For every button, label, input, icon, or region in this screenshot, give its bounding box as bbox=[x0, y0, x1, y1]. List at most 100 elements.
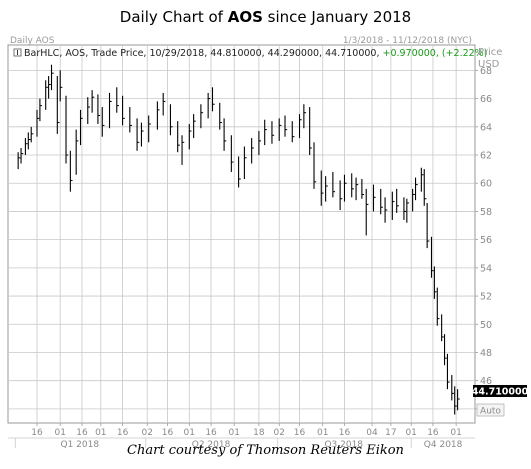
price-bar bbox=[251, 138, 254, 164]
price-bar bbox=[433, 266, 437, 299]
x-tick-label: 16 bbox=[294, 428, 306, 438]
x-axis: 16 01 16 01 16 02 16 01 16 01 18 02 16 01 16 04 17 01 16 01… bbox=[8, 423, 475, 450]
price-bar bbox=[223, 118, 227, 151]
x-tick-label: 16 bbox=[76, 428, 88, 438]
price-bar bbox=[384, 197, 388, 223]
auto-scale-label: Auto bbox=[480, 407, 501, 417]
price-bar bbox=[291, 121, 295, 143]
price-bar bbox=[391, 191, 395, 220]
price-bar bbox=[91, 90, 95, 113]
price-bar bbox=[188, 123, 192, 150]
price-bar bbox=[343, 174, 347, 202]
y-axis: 44464850525456586062646668 bbox=[475, 66, 492, 415]
price-bar bbox=[436, 287, 440, 326]
price-bar bbox=[75, 129, 79, 175]
price-bar bbox=[20, 147, 24, 164]
price-bar bbox=[162, 92, 166, 116]
y-tick-label: 58 bbox=[480, 207, 492, 218]
price-bar bbox=[454, 386, 457, 415]
price-bar bbox=[238, 156, 241, 188]
price-bar bbox=[423, 169, 427, 206]
price-bar bbox=[443, 334, 447, 366]
price-bar bbox=[211, 87, 215, 112]
price-bar bbox=[412, 188, 415, 212]
quarter-label: Q2 2018 bbox=[192, 440, 231, 450]
y-tick-label: 60 bbox=[480, 179, 492, 190]
price-bar bbox=[169, 104, 173, 136]
price-bar bbox=[65, 95, 69, 164]
legend-text: BarHLC, AOS, Trade Price, 10/29/2018, 44… bbox=[24, 48, 487, 59]
price-bar bbox=[207, 92, 211, 119]
y-tick-label: 54 bbox=[480, 263, 492, 274]
price-bar bbox=[403, 197, 407, 220]
last-price-value: 44.710000 bbox=[472, 387, 529, 398]
price-bar bbox=[97, 94, 101, 124]
price-bar bbox=[36, 109, 40, 137]
x-tick-label: 01 bbox=[229, 428, 240, 438]
x-tick-label: 01 bbox=[450, 428, 461, 438]
price-bar bbox=[303, 104, 307, 129]
price-bar bbox=[177, 121, 180, 153]
price-bar bbox=[181, 135, 185, 165]
x-tick-label: 16 bbox=[205, 428, 217, 438]
y-tick-label: 62 bbox=[480, 151, 492, 162]
x-tick-label: 04 bbox=[366, 428, 378, 438]
price-bar bbox=[122, 95, 125, 126]
y-tick-label: 68 bbox=[480, 66, 492, 77]
price-bar bbox=[278, 118, 282, 141]
price-bar bbox=[48, 76, 51, 99]
price-bar bbox=[116, 87, 119, 113]
currency-label: USD bbox=[478, 59, 500, 70]
price-bar bbox=[219, 102, 222, 130]
price-bar bbox=[309, 107, 312, 156]
price-bar bbox=[24, 138, 28, 156]
x-tick-label: 16 bbox=[117, 428, 129, 438]
price-bar bbox=[27, 132, 31, 150]
price-bar bbox=[355, 177, 359, 201]
price-bar bbox=[50, 64, 54, 91]
price-bar bbox=[441, 314, 444, 342]
price-bar bbox=[258, 131, 262, 156]
price-bar bbox=[426, 202, 430, 249]
y-tick-label: 56 bbox=[480, 235, 492, 246]
price-axis-label: Price bbox=[478, 47, 502, 58]
price-bar bbox=[332, 171, 336, 198]
price-bar bbox=[129, 107, 133, 133]
price-bar bbox=[136, 118, 140, 151]
price-bar bbox=[396, 188, 399, 213]
price-bar bbox=[45, 80, 48, 110]
grid bbox=[8, 45, 475, 423]
price-bar bbox=[414, 177, 418, 201]
price-bar bbox=[380, 188, 383, 215]
price-bar bbox=[430, 236, 434, 278]
price-bar bbox=[87, 97, 90, 124]
plot-frame bbox=[7, 44, 476, 424]
x-tick-label: 02 bbox=[142, 428, 153, 438]
price-bar bbox=[313, 142, 317, 189]
price-bar bbox=[39, 98, 43, 122]
price-bar bbox=[243, 146, 247, 179]
x-tick-label: 16 bbox=[31, 428, 43, 438]
price-bar bbox=[148, 115, 151, 143]
price-bar bbox=[446, 353, 450, 390]
x-tick-label: 18 bbox=[253, 428, 265, 438]
y-tick-label: 48 bbox=[480, 348, 492, 359]
price-bar bbox=[156, 101, 160, 130]
x-tick-label: 01 bbox=[317, 428, 328, 438]
chart-caption: Chart courtesy of Thomson Reuters Eikon bbox=[127, 443, 404, 458]
price-bar bbox=[271, 121, 275, 144]
y-tick-label: 46 bbox=[480, 376, 492, 387]
x-tick-label: 02 bbox=[273, 428, 284, 438]
price-bar bbox=[140, 122, 144, 147]
price-bar bbox=[108, 92, 112, 129]
auto-scale-button[interactable] bbox=[476, 403, 505, 417]
price-bar bbox=[420, 167, 424, 192]
y-tick-label: 50 bbox=[480, 320, 492, 331]
x-tick-label: 16 bbox=[427, 428, 439, 438]
symbol-label: Daily AOS bbox=[10, 36, 55, 46]
price-bar bbox=[30, 126, 34, 143]
price-bar bbox=[365, 188, 369, 236]
price-bars bbox=[17, 64, 460, 415]
price-bar bbox=[79, 109, 83, 146]
